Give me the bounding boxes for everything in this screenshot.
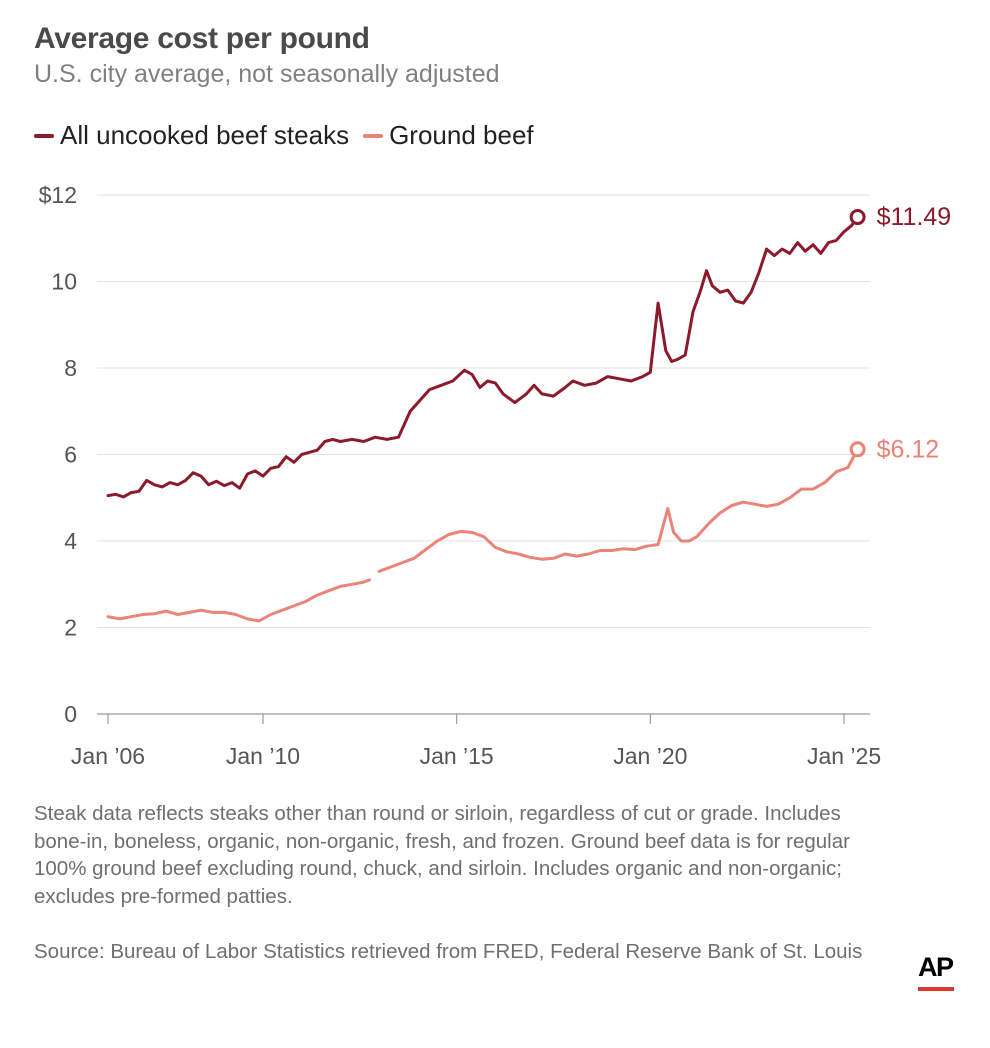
line-chart: 0 2 4 6 8 10 $12 Jan ’06 Jan ’10 Jan ’15 Jan ’20 Ja…: [39, 182, 952, 769]
x-tick-label: Jan ’10: [226, 743, 300, 769]
chart-title: Average cost per pound: [34, 22, 370, 55]
x-tick-label: Jan ’06: [71, 743, 145, 769]
x-tick-label: Jan ’25: [807, 743, 881, 769]
x-tick-label: Jan ’15: [420, 743, 494, 769]
chart-subtitle: U.S. city average, not seasonally adjust…: [34, 60, 500, 88]
y-tick-label: 2: [64, 615, 77, 641]
legend-swatch-ground-beef: [363, 133, 384, 138]
legend-item-steaks: All uncooked beef steaks: [34, 120, 349, 151]
y-tick-label: 10: [51, 269, 77, 295]
legend-item-ground-beef: Ground beef: [363, 120, 534, 151]
end-marker-steaks: [849, 209, 866, 226]
y-tick-label: 6: [64, 442, 77, 468]
y-tick-label: $12: [39, 182, 77, 208]
end-label-steaks: $11.49: [877, 203, 952, 231]
legend-label-steaks: All uncooked beef steaks: [60, 120, 350, 150]
y-tick-label: 4: [64, 528, 77, 554]
chart-note: Steak data reflects steaks other than ro…: [34, 802, 850, 908]
legend-label-ground-beef: Ground beef: [389, 120, 534, 150]
series-line-steaks: [106, 215, 860, 499]
chart-legend: All uncooked beef steaks Ground beef: [34, 120, 548, 151]
end-label-ground-beef: $6.12: [877, 435, 940, 463]
y-tick-label: 0: [64, 701, 77, 727]
y-tick-label: 8: [64, 355, 77, 381]
ap-logo-underline: [918, 987, 954, 991]
legend-swatch-steaks: [34, 133, 54, 138]
end-marker-ground-beef: [849, 441, 866, 458]
series-line-ground-beef: [106, 447, 860, 623]
x-tick-label: Jan ’20: [613, 743, 687, 769]
ap-logo: AP: [918, 952, 954, 982]
chart-source: Source: Bureau of Labor Statistics retri…: [34, 940, 863, 963]
